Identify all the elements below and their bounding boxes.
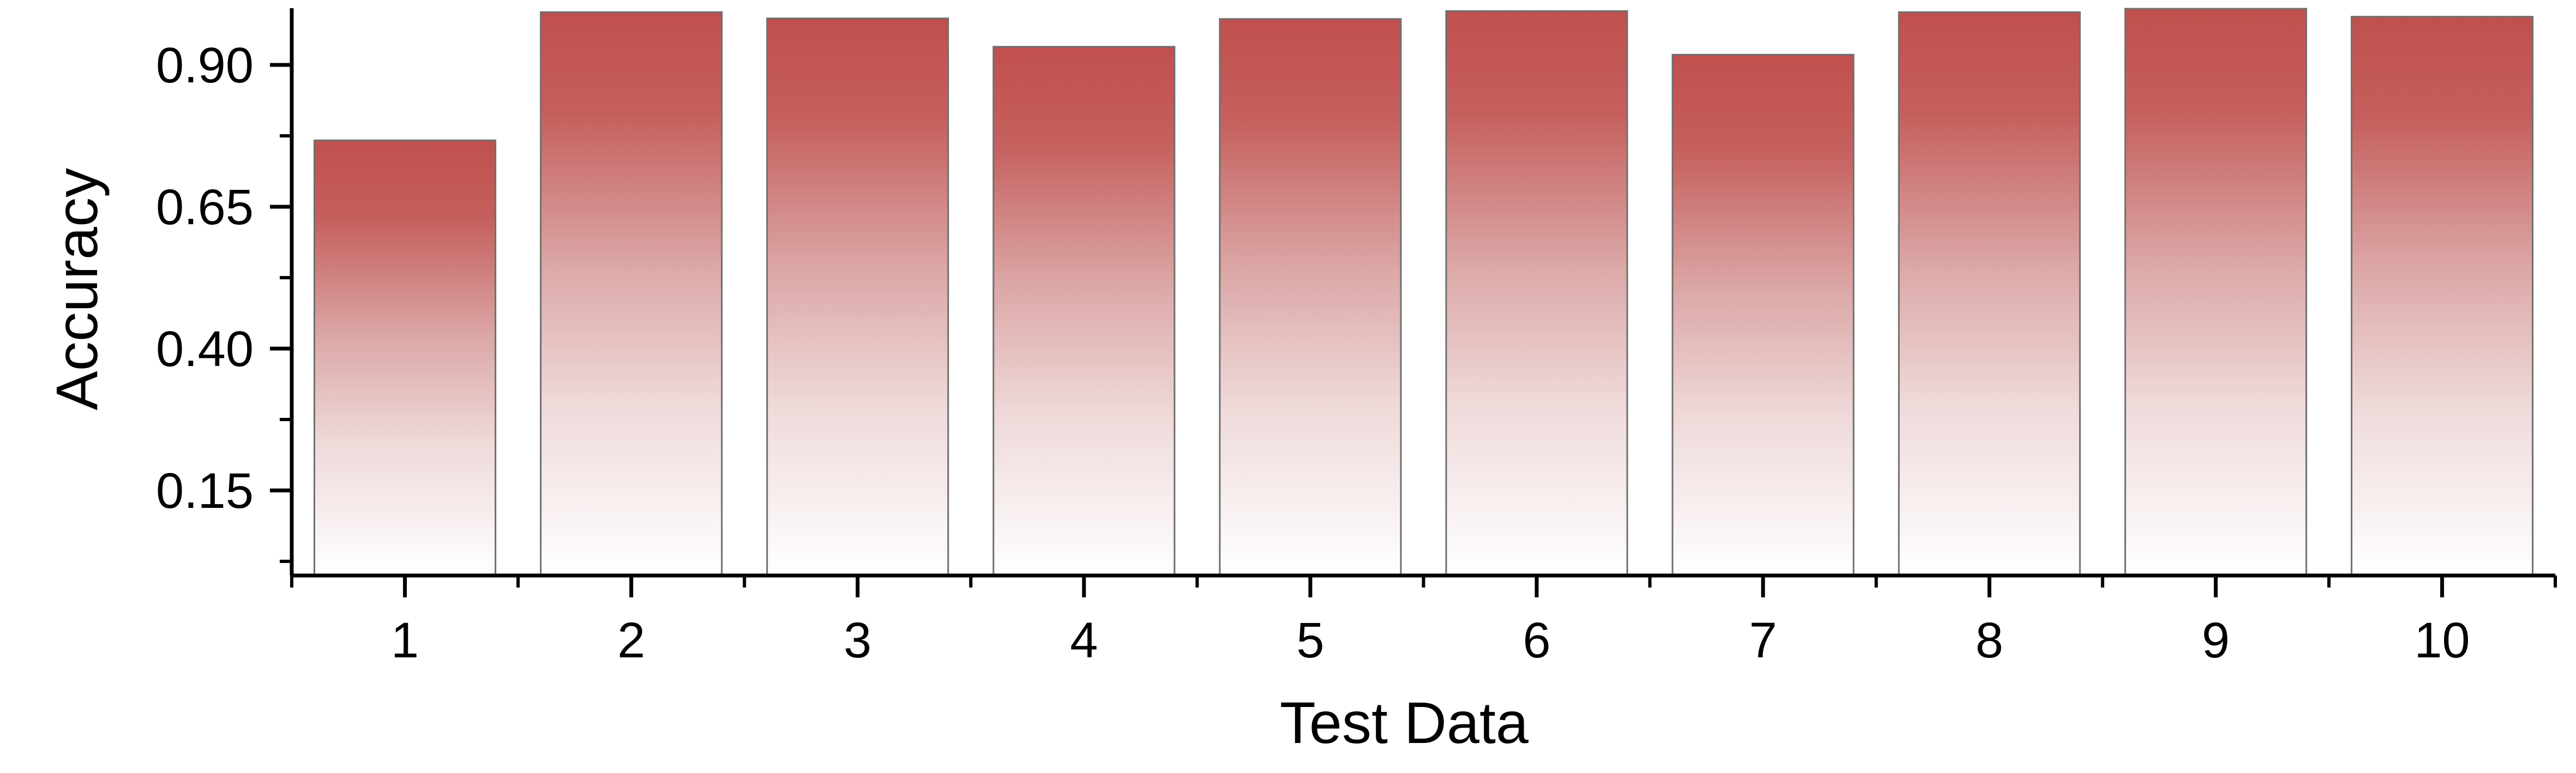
x-tick-label: 7 [1749, 613, 1777, 668]
y-ticks-layer: 0.15 0.40 0.65 0.90 [156, 38, 292, 563]
y-tick-label: 0.40 [156, 321, 254, 377]
x-tick-label: 1 [391, 613, 419, 668]
bars-layer [314, 8, 2533, 577]
bar-9 [2124, 8, 2307, 577]
y-tick-label: 0.65 [156, 179, 254, 235]
bar-1 [314, 139, 497, 577]
x-tick-label: 5 [1296, 613, 1324, 668]
bar-7 [1671, 53, 1855, 577]
x-axis-title: Test Data [1280, 690, 1529, 756]
x-tick-label: 6 [1522, 613, 1550, 668]
x-tick-label: 10 [2414, 613, 2470, 668]
x-tick-label: 2 [617, 613, 645, 668]
x-tick-label: 4 [1070, 613, 1098, 668]
x-ticks-layer: 1 2 3 4 5 6 7 8 9 10 [290, 576, 2557, 668]
bar-10 [2350, 16, 2533, 577]
y-axis-title: Accuracy [44, 168, 110, 410]
y-tick-label: 0.90 [156, 38, 254, 93]
bar-8 [1898, 11, 2081, 577]
bar-6 [1445, 10, 1628, 577]
x-tick-label: 8 [1976, 613, 2003, 668]
bar-5 [1219, 18, 1402, 577]
x-tick-label: 9 [2202, 613, 2230, 668]
y-tick-label: 0.15 [156, 463, 254, 519]
bar-2 [540, 11, 723, 577]
bar-3 [766, 17, 949, 577]
x-tick-label: 3 [844, 613, 871, 668]
bar-4 [992, 46, 1176, 577]
